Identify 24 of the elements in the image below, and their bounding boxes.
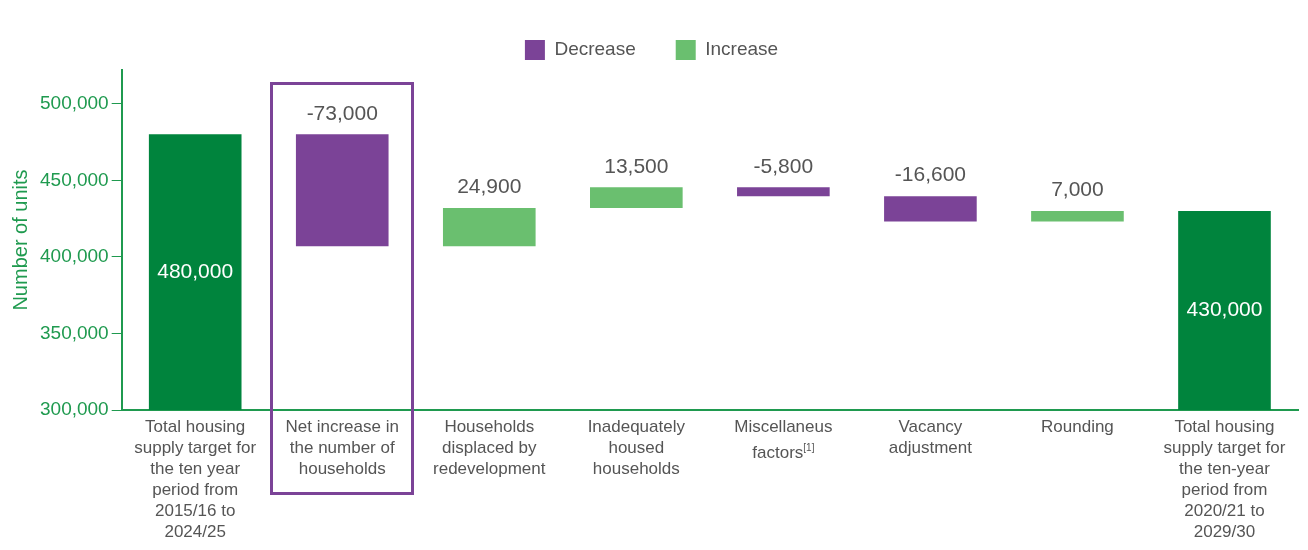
x-tick-label: Rounding	[1040, 416, 1115, 437]
x-tick-label: Net increase in the number of households	[284, 416, 400, 479]
data-label: 13,500	[604, 153, 669, 177]
y-tick-label: 450,000	[39, 168, 109, 190]
x-tick-label: Miscellaneus factors$^{[1]}$	[733, 416, 834, 463]
y-tick-label: 300,000	[39, 398, 109, 420]
legend-label: Increase	[705, 38, 779, 60]
x-tick-label: Total housing supply target for the ten-year period from 2020/21 to 2029/30	[1162, 416, 1287, 542]
data-label: -73,000	[306, 100, 378, 124]
data-label: 7,000	[1051, 177, 1104, 201]
data-label: 480,000	[157, 258, 234, 282]
x-tick-label: Households displaced by redevelopment	[432, 416, 547, 479]
y-tick-label: 500,000	[39, 91, 109, 113]
legend-label: Decrease	[554, 38, 636, 60]
x-tick-label: Total housing supply target for the ten year period from 2015/16 to 2024/25	[133, 416, 258, 542]
y-tick-label: 400,000	[39, 245, 109, 267]
data-label: 430,000	[1186, 297, 1263, 321]
y-tick-label: 350,000	[39, 321, 109, 343]
data-label: -5,800	[753, 153, 814, 177]
x-tick-label: Inadequately housed households	[586, 416, 686, 479]
data-label: 24,900	[457, 174, 522, 198]
x-tick-label: Vacancy adjustment	[887, 416, 973, 458]
y-axis-title: Number of units	[8, 169, 31, 311]
data-label: -16,600	[894, 162, 967, 186]
